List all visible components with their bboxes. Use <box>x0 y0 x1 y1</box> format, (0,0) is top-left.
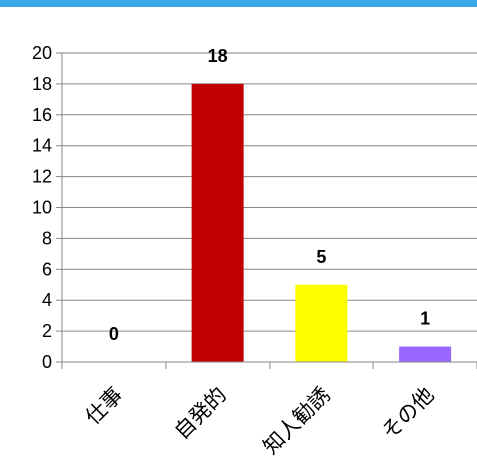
x-category-label: 仕事 <box>81 383 128 430</box>
y-tick-label: 2 <box>42 321 52 341</box>
header-accent-bar <box>0 0 477 7</box>
bars <box>191 83 452 363</box>
y-tick-label: 12 <box>32 167 52 187</box>
x-category-label: 自発的 <box>170 383 232 445</box>
data-label: 0 <box>109 324 119 344</box>
y-tick-label: 6 <box>42 259 52 279</box>
x-category-label: 知人勧誘 <box>259 383 335 459</box>
y-tick-label: 0 <box>42 352 52 372</box>
y-tick-label: 14 <box>32 136 52 156</box>
y-tick-label: 8 <box>42 228 52 248</box>
y-tick-label: 10 <box>32 198 52 218</box>
x-category-label: その他 <box>377 383 439 445</box>
bar-2 <box>295 284 348 362</box>
data-label: 1 <box>420 309 430 329</box>
gridlines <box>62 52 477 332</box>
bar-3 <box>399 346 452 362</box>
y-tick-label: 4 <box>42 290 52 310</box>
data-label: 18 <box>208 46 228 66</box>
data-label: 5 <box>316 247 326 267</box>
bar-1 <box>191 83 244 363</box>
axes <box>56 52 477 369</box>
y-tick-label: 16 <box>32 105 52 125</box>
y-tick-label: 18 <box>32 74 52 94</box>
y-tick-label: 20 <box>32 43 52 63</box>
